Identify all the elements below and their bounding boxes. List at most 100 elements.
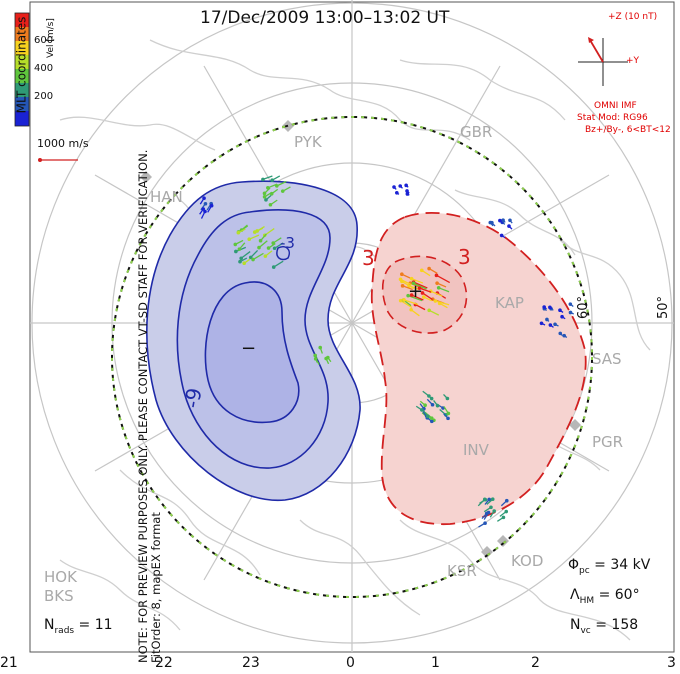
site-label-ksr: KSR — [447, 562, 477, 580]
vector-origin — [405, 189, 409, 193]
vector-origin — [248, 255, 253, 260]
vector-origin — [398, 184, 403, 188]
preview-note: NOTE: FOR PREVIEW PURPOSES ONLY. PLEASE … — [136, 23, 163, 663]
vector-origin — [558, 331, 563, 336]
mlt-label-22: 22 — [155, 655, 173, 671]
velocity-vector — [419, 287, 432, 293]
vector-origin — [498, 218, 502, 223]
velocity-colorbar — [14, 12, 30, 127]
vector-origin — [423, 403, 427, 408]
vector-origin — [430, 297, 435, 301]
vector-origin — [434, 273, 439, 278]
velocity-vector — [438, 287, 450, 293]
vector-origin — [488, 220, 493, 225]
vector-origin — [268, 202, 273, 207]
vector-origin — [406, 293, 410, 298]
velocity-vector — [436, 274, 451, 284]
site-label-pyk: PYK — [294, 133, 322, 151]
contour-label-pos3-left: 3 — [362, 246, 375, 270]
velocity-vector — [401, 280, 415, 290]
stat-lambda-hm: ΛHM = 60° — [570, 587, 640, 606]
vector-origin — [233, 242, 238, 247]
vector-origin — [395, 190, 399, 195]
vector-origin — [489, 505, 493, 510]
mlt-label-23: 23 — [242, 655, 260, 671]
vector-origin — [548, 305, 552, 310]
vector-origin — [504, 498, 509, 503]
vector-origin — [446, 411, 451, 416]
vector-origin — [398, 277, 403, 282]
vector-origin — [429, 396, 434, 401]
velocity-vector — [400, 300, 413, 309]
vector-origin — [445, 396, 450, 401]
vector-origin — [436, 285, 441, 290]
vector-origin — [270, 178, 274, 182]
imf-y-label: +Y — [626, 56, 640, 66]
velocity-vector — [411, 294, 424, 301]
vector-origin — [427, 266, 431, 271]
vector-origin — [398, 298, 403, 303]
vector-origin — [435, 281, 439, 285]
imf-source: OMNI IMF — [594, 101, 637, 111]
velocity-vector — [400, 278, 412, 286]
vector-origin — [266, 246, 271, 250]
vector-origin — [548, 323, 553, 327]
velocity-vector — [422, 292, 433, 301]
stat-n-rads: Nrads = 11 — [44, 617, 113, 636]
vector-origin — [446, 416, 450, 421]
colorbar-tick-400: 400 — [34, 63, 54, 74]
site-label-inv: INV — [463, 441, 489, 459]
contour-label-pos3-right: 3 — [458, 245, 471, 269]
vector-origin — [247, 237, 252, 242]
contour-label-neg9: -9 — [179, 386, 207, 410]
velocity-vector — [407, 295, 423, 302]
vector-origin — [558, 308, 562, 313]
vector-origin — [490, 497, 495, 502]
stat-n-vc: Nvc = 158 — [570, 617, 639, 636]
vector-origin — [242, 261, 246, 266]
vector-origin — [400, 284, 405, 288]
site-label-gbr: GBR — [460, 123, 493, 141]
coords-label: MLT coordinates — [14, 16, 29, 114]
vector-origin — [420, 408, 424, 412]
vector-origin — [435, 403, 440, 408]
velocity-vectors — [199, 175, 574, 528]
vector-origin — [492, 509, 496, 513]
vector-origin — [404, 183, 408, 188]
imf-dial — [578, 37, 628, 86]
vector-origin — [263, 254, 268, 258]
imf-model: Stat Mod: RG96 — [577, 113, 648, 123]
vector-origin — [272, 246, 277, 251]
vector-origin — [542, 305, 546, 309]
vector-origin — [539, 321, 544, 326]
vector-origin — [483, 521, 487, 526]
fit-order-line: FitOrder: 8, mapEX format — [149, 512, 163, 663]
velocity-vector — [252, 252, 264, 261]
stat-phi-pc: Φpc = 34 kV — [568, 557, 651, 576]
vector-origin — [239, 256, 243, 261]
imf-condition: Bz+/By-, 6<BT<12 — [585, 125, 671, 135]
mlt-label-0: 0 — [346, 655, 355, 671]
scale-vector — [38, 158, 78, 162]
contour-label-neg3: -3 — [280, 234, 295, 252]
velocity-vector — [413, 282, 427, 290]
site-label-bks: BKS — [44, 587, 74, 605]
velocity-vector — [411, 278, 424, 284]
vector-origin — [411, 281, 416, 286]
stat-n-rads-value: 11 — [94, 617, 113, 633]
vector-origin — [262, 195, 267, 199]
map-title: 17/Dec/2009 13:00–13:02 UT — [200, 8, 450, 28]
hm-boundary-overlay — [111, 116, 593, 598]
vector-origin — [501, 515, 506, 520]
velocity-vector — [240, 251, 251, 259]
colorbar-tick-200: 200 — [34, 91, 54, 102]
vector-origin — [392, 185, 396, 189]
vector-origin — [486, 510, 491, 515]
vector-origin — [209, 203, 214, 208]
potential-maximum-marker: + — [408, 281, 424, 302]
mlt-label-1: 1 — [431, 655, 440, 671]
velocity-vector — [415, 303, 426, 311]
vector-origin — [560, 314, 564, 319]
vector-origin — [266, 186, 270, 190]
colorbar-tick-600: 600 — [34, 35, 54, 46]
